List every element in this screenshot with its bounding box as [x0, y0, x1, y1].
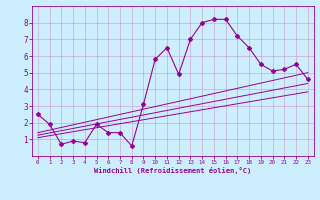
X-axis label: Windchill (Refroidissement éolien,°C): Windchill (Refroidissement éolien,°C): [94, 167, 252, 174]
